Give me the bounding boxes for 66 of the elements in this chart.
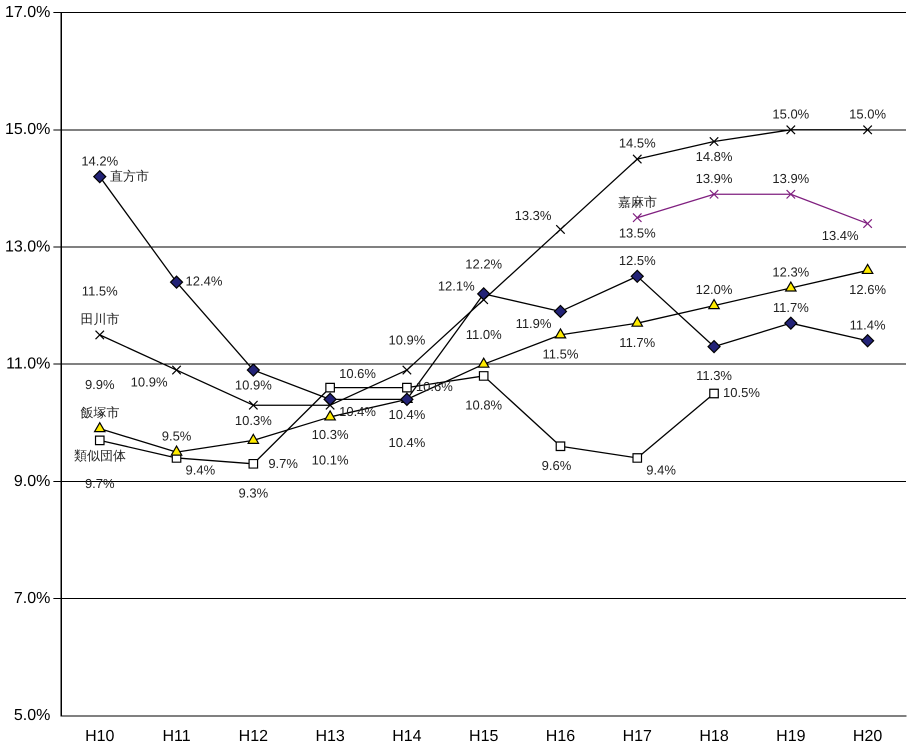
y-tick-label: 11.0% xyxy=(6,356,50,373)
x-tick-label: H11 xyxy=(162,728,191,745)
data-label: 11.4% xyxy=(850,317,886,332)
data-label: 9.3% xyxy=(238,485,269,500)
data-label: 10.5% xyxy=(723,385,760,400)
data-label: 12.1% xyxy=(438,278,476,294)
series-label: 類似団体 xyxy=(74,448,126,463)
series-label: 田川市 xyxy=(80,311,120,326)
data-label: 10.4% xyxy=(388,434,426,450)
x-tick-label: H20 xyxy=(852,728,882,745)
data-label: 12.5% xyxy=(618,252,656,268)
data-label: 9.4% xyxy=(646,462,676,478)
y-tick-label: 9.0% xyxy=(14,472,50,490)
data-label: 9.6% xyxy=(542,458,572,473)
data-label: 10.4% xyxy=(388,406,426,422)
data-label: 15.0% xyxy=(772,106,810,122)
data-label: 15.0% xyxy=(849,106,886,122)
data-label: 14.2% xyxy=(81,153,119,168)
x-tick-label: H17 xyxy=(622,728,652,745)
x-tick-label: H12 xyxy=(238,728,268,745)
data-label: 13.3% xyxy=(514,208,552,223)
data-label: 10.9% xyxy=(234,378,272,393)
data-label: 10.6% xyxy=(339,366,376,382)
data-label: 11.9% xyxy=(516,316,552,332)
data-label: 12.4% xyxy=(186,274,223,289)
x-tick-label: H19 xyxy=(776,728,806,745)
data-label: 11.5% xyxy=(82,283,118,298)
x-tick-label: H13 xyxy=(315,728,345,745)
x-tick-label: H14 xyxy=(392,728,422,745)
data-label: 12.2% xyxy=(465,256,503,272)
data-label: 10.9% xyxy=(388,332,426,348)
data-label: 10.3% xyxy=(234,412,272,428)
y-tick-label: 13.0% xyxy=(4,238,50,256)
data-label: 12.3% xyxy=(772,264,810,280)
data-label: 12.0% xyxy=(696,282,733,298)
data-label: 11.0% xyxy=(466,326,502,342)
data-label: 11.7% xyxy=(772,300,810,315)
data-label: 11.7% xyxy=(619,334,656,350)
x-tick-label: H16 xyxy=(546,728,576,745)
x-tick-label: H18 xyxy=(699,728,729,745)
x-tick-label: H15 xyxy=(469,728,498,745)
data-label: 12.6% xyxy=(849,282,886,298)
x-tick-label: H10 xyxy=(85,728,115,745)
data-label: 10.8% xyxy=(465,398,503,412)
data-label: 9.9% xyxy=(84,377,116,392)
data-label: 9.7% xyxy=(268,456,298,471)
y-tick-label: 5.0% xyxy=(14,707,50,724)
data-label: 11.3% xyxy=(696,368,732,384)
data-label: 9.5% xyxy=(162,428,192,444)
data-label: 13.4% xyxy=(822,228,860,244)
y-tick-label: 15.0% xyxy=(4,121,50,138)
y-tick-label: 7.0% xyxy=(14,590,50,608)
data-label: 13.5% xyxy=(618,225,656,240)
data-label: 10.9% xyxy=(130,374,168,390)
series-label: 飯塚市 xyxy=(80,405,120,420)
data-label: 10.1% xyxy=(312,452,349,468)
data-label: 14.5% xyxy=(618,136,656,151)
data-label: 14.8% xyxy=(696,149,733,164)
series-label: 嘉麻市 xyxy=(618,194,657,210)
series-label: 直方市 xyxy=(110,168,149,184)
data-label: 9.4% xyxy=(186,462,216,478)
data-label: 11.5% xyxy=(542,346,579,362)
data-label: 13.9% xyxy=(696,170,733,186)
data-label: 10.3% xyxy=(312,426,349,442)
data-label: 13.9% xyxy=(772,170,810,186)
y-tick-label: 17.0% xyxy=(4,4,50,22)
